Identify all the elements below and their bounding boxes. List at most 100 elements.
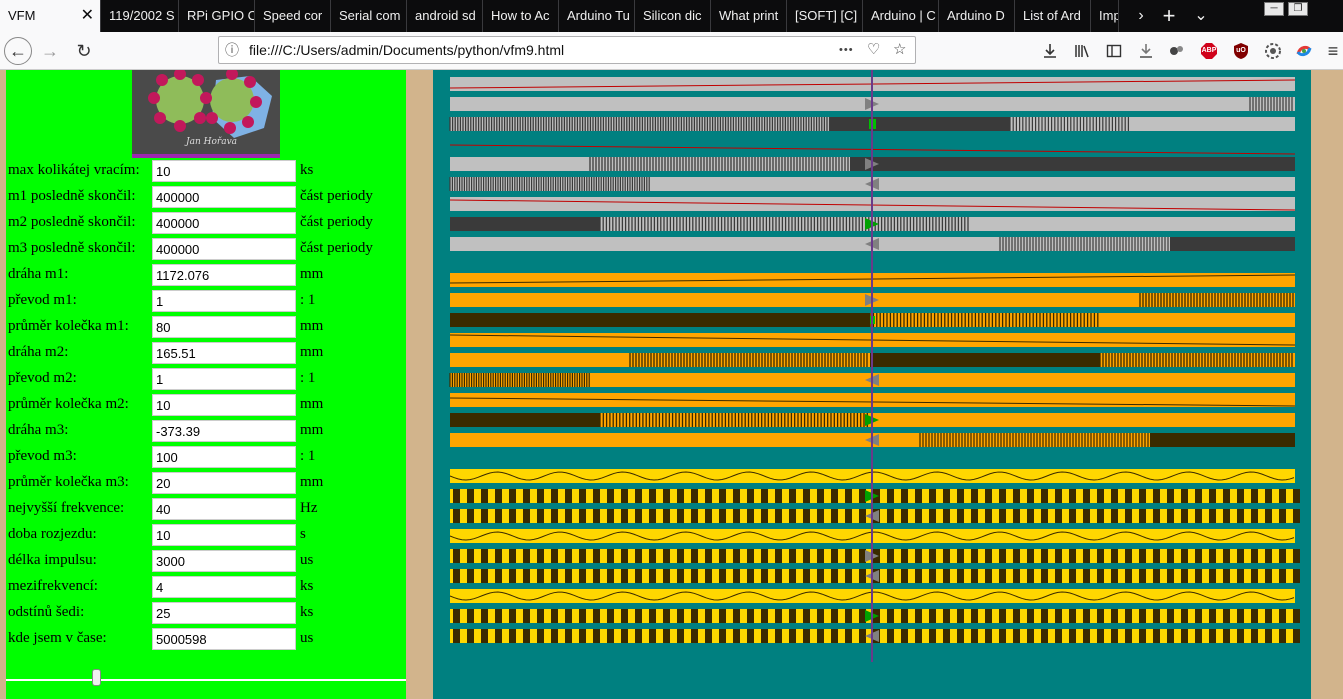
form-row: převod m1:: 1 (8, 289, 406, 315)
download-arrow-icon[interactable] (1135, 40, 1157, 62)
tab-13[interactable]: List of Ard (1015, 0, 1091, 32)
scroll-tabs-right-button[interactable]: › (1128, 0, 1154, 32)
tab-2[interactable]: RPi GPIO C (179, 0, 255, 32)
library-icon[interactable] (1071, 40, 1093, 62)
list-all-tabs-button[interactable]: ⌄ (1188, 0, 1214, 32)
restore-window-button[interactable]: ❐ (1288, 2, 1308, 16)
chevron-right-icon: › (1138, 7, 1144, 24)
field-input[interactable] (152, 524, 296, 546)
time-slider-track[interactable] (6, 679, 406, 681)
pocket-icon[interactable]: ♡ (867, 41, 881, 58)
close-tab-icon[interactable]: ✕ (80, 7, 94, 24)
field-label: dráha m2: (8, 344, 69, 360)
reload-button[interactable]: ↻ (70, 37, 98, 65)
url-bar[interactable]: ⓘ file:///C:/Users/admin/Documents/pytho… (218, 36, 916, 64)
field-unit: s (300, 526, 306, 542)
back-button[interactable]: ← (4, 37, 32, 65)
adblock-icon[interactable]: ABP (1198, 40, 1220, 62)
form-row: převod m2:: 1 (8, 367, 406, 393)
tab-4[interactable]: Serial com (331, 0, 407, 32)
extension-dots-icon[interactable] (1166, 40, 1188, 62)
extension-swirl-icon[interactable] (1293, 40, 1315, 62)
field-unit: Hz (300, 500, 318, 516)
signal-segment (450, 217, 600, 231)
signal-marks (449, 373, 590, 387)
tab-title: Speed cor (263, 8, 323, 23)
ublock-icon[interactable]: uO (1230, 40, 1252, 62)
field-unit: ks (300, 162, 314, 178)
tab-0[interactable]: VFM ✕ (0, 0, 101, 32)
form-row: převod m3:: 1 (8, 445, 406, 471)
field-input[interactable] (152, 498, 296, 520)
field-input[interactable] (152, 316, 296, 338)
tab-title: Arduino Tu (567, 8, 630, 23)
tab-14[interactable]: Imple (1091, 0, 1119, 32)
signal-marks (999, 237, 1169, 251)
signal-marks (589, 157, 849, 171)
form-row: průměr kolečka m3: mm (8, 471, 406, 497)
field-input[interactable] (152, 602, 296, 624)
signal-marks (1009, 117, 1129, 131)
settings-panel: Jan Hořava max kolikátej vracím: ks m1 pos… (6, 70, 406, 699)
field-input[interactable] (152, 368, 296, 390)
plus-icon: + (1162, 3, 1176, 28)
forward-button[interactable]: → (36, 37, 64, 65)
field-input[interactable] (152, 420, 296, 442)
field-unit: mm (300, 266, 324, 282)
field-unit: část periody (300, 240, 373, 256)
tab-5[interactable]: android sd (407, 0, 483, 32)
tab-10[interactable]: [SOFT] [C] (787, 0, 863, 32)
sidebar-icon[interactable] (1103, 40, 1125, 62)
field-label: převod m3: (8, 448, 77, 464)
tab-1[interactable]: 119/2002 S (101, 0, 179, 32)
signal-segment (1150, 433, 1295, 447)
field-input[interactable] (152, 394, 296, 416)
field-input[interactable] (152, 472, 296, 494)
field-input[interactable] (152, 186, 296, 208)
field-input[interactable] (152, 212, 296, 234)
field-input[interactable] (152, 576, 296, 598)
tab-8[interactable]: Silicon dic (635, 0, 711, 32)
field-label: průměr kolečka m1: (8, 318, 129, 334)
form-row: dráha m1: mm (8, 263, 406, 289)
field-label: dráha m3: (8, 422, 69, 438)
field-input[interactable] (152, 238, 296, 260)
tab-11[interactable]: Arduino | C (863, 0, 939, 32)
tab-9[interactable]: What print (711, 0, 787, 32)
form-row: doba rozjezdu: s (8, 523, 406, 549)
tab-title: [SOFT] [C] (795, 8, 858, 23)
field-label: m1 posledně skončil: (8, 188, 136, 204)
field-unit: mm (300, 344, 324, 360)
field-label: průměr kolečka m2: (8, 396, 129, 412)
time-slider-thumb[interactable] (92, 669, 101, 686)
url-text[interactable]: file:///C:/Users/admin/Documents/python/… (249, 42, 565, 58)
bookmark-star-icon[interactable]: ☆ (893, 41, 907, 58)
field-input[interactable] (152, 446, 296, 468)
tab-12[interactable]: Arduino D (939, 0, 1015, 32)
field-input[interactable] (152, 290, 296, 312)
field-input[interactable] (152, 628, 296, 650)
tab-title: What print (719, 8, 779, 23)
site-info-icon[interactable]: ⓘ (225, 42, 239, 58)
form-row: max kolikátej vracím: ks (8, 159, 406, 185)
field-input[interactable] (152, 342, 296, 364)
tab-3[interactable]: Speed cor (255, 0, 331, 32)
new-tab-button[interactable]: + (1156, 0, 1182, 32)
page-actions-icon[interactable]: ••• (839, 44, 854, 56)
field-unit: mm (300, 474, 324, 490)
extension-gear-icon[interactable] (1262, 40, 1284, 62)
minimize-window-button[interactable]: ─ (1264, 2, 1284, 16)
minimize-icon: ─ (1270, 3, 1278, 14)
chevron-down-icon: ⌄ (1194, 7, 1208, 24)
form-row: kde jsem v čase: us (8, 627, 406, 653)
download-icon[interactable] (1039, 40, 1061, 62)
form-row: odstínů šedi: ks (8, 601, 406, 627)
field-input[interactable] (152, 264, 296, 286)
menu-icon[interactable]: ≡ (1327, 41, 1339, 61)
signal-segment (450, 313, 870, 327)
tab-6[interactable]: How to Ac (483, 0, 559, 32)
field-input[interactable] (152, 550, 296, 572)
field-label: max kolikátej vracím: (8, 162, 140, 178)
field-input[interactable] (152, 160, 296, 182)
tab-7[interactable]: Arduino Tu (559, 0, 635, 32)
